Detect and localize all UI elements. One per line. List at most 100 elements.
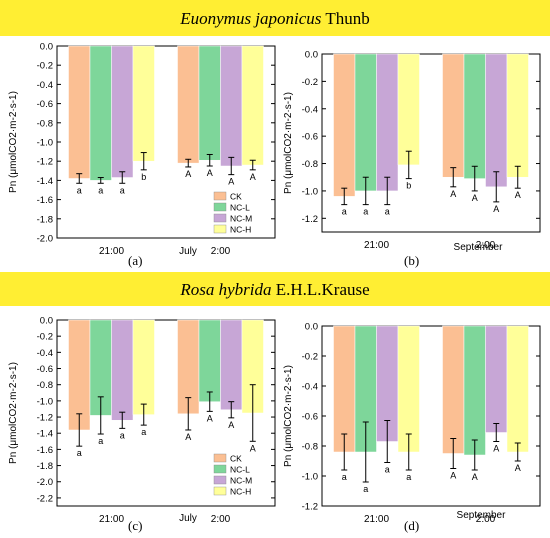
banner-rosa: Rosa hybrida E.H.L.Krause [0, 272, 550, 306]
chart-panel-c: 0.0 -0.2 -0.4 -0.6 -0.8 -1.0 -1.2 -1.4 -1.6 -1.8 -… [8, 316, 276, 525]
y-tick-label: -1.8 [37, 214, 53, 225]
month-label: September [457, 510, 507, 521]
x-category-label: 21:00 [99, 246, 124, 257]
significance-letter: A [185, 169, 191, 179]
y-tick-label: -0.8 [37, 118, 53, 129]
bar [442, 53, 465, 178]
bar [463, 53, 486, 179]
y-tick-label: 0.0 [40, 42, 53, 53]
bar [506, 53, 529, 178]
x-category-label: 2:00 [476, 514, 496, 525]
significance-letter: a [77, 185, 82, 195]
y-axis-label: Pn (μmolCO2·m-2·s-1) [283, 365, 294, 467]
significance-letter: A [515, 190, 521, 200]
legend-swatch [213, 475, 227, 485]
banner-euonymus: Euonymus japonicus Thunb [0, 0, 550, 36]
plot-frame [321, 53, 541, 233]
y-tick-label: -0.8 [37, 380, 53, 391]
bar [177, 45, 200, 164]
bar [354, 53, 377, 192]
panel-label-a: (a) [128, 253, 143, 268]
x-category-label: 2:00 [476, 240, 496, 251]
legend-label: NC-M [230, 214, 252, 224]
y-tick-label: -2.0 [37, 477, 53, 488]
y-tick-label: -1.8 [37, 461, 53, 472]
bar [376, 53, 399, 192]
y-tick-label: -1.2 [302, 502, 318, 513]
significance-letter: a [98, 436, 103, 446]
bar [111, 319, 134, 421]
y-tick-label: -1.0 [37, 396, 53, 407]
x-category-label: 2:00 [211, 246, 231, 257]
significance-letter: A [185, 432, 191, 442]
y-tick-label: -0.6 [37, 364, 53, 375]
legend-label: NC-H [230, 487, 251, 497]
bar [132, 45, 155, 162]
y-tick-label: -2.0 [37, 234, 53, 245]
y-tick-label: -1.2 [37, 157, 53, 168]
y-tick-label: -1.2 [37, 413, 53, 424]
legend-swatch [213, 202, 227, 212]
bar [397, 53, 420, 166]
y-tick-label: 0.0 [305, 50, 318, 61]
legend-label: CK [230, 454, 242, 464]
month-label: July [179, 246, 197, 257]
significance-letter: A [207, 413, 213, 423]
bar [132, 319, 155, 415]
significance-letter: A [493, 204, 499, 214]
y-tick-label: -0.4 [37, 80, 53, 91]
legend-label: CK [230, 192, 242, 202]
y-tick-label: -1.6 [37, 445, 53, 456]
x-category-label: 21:00 [364, 240, 389, 251]
legend-swatch [213, 464, 227, 474]
y-tick-label: -0.6 [302, 412, 318, 423]
y-tick-label: -0.4 [37, 348, 53, 359]
y-tick-label: -0.2 [37, 332, 53, 343]
y-tick-label: -0.4 [302, 382, 318, 393]
significance-letter: A [450, 189, 456, 199]
month-label: July [179, 513, 197, 524]
y-axis-label: Pn (μmolCO2·m-2·s-1) [283, 92, 294, 194]
significance-letter: a [120, 430, 125, 440]
significance-letter: a [342, 207, 347, 217]
y-tick-label: -0.8 [302, 159, 318, 170]
y-tick-label: -0.2 [37, 61, 53, 72]
legend-swatch [213, 191, 227, 201]
legend-label: NC-M [230, 476, 252, 486]
y-tick-label: -0.6 [302, 132, 318, 143]
bar [485, 325, 508, 433]
bar [442, 325, 465, 454]
species-name: Euonymus japonicus [180, 9, 322, 28]
legend-swatch [213, 224, 227, 234]
significance-letter: a [363, 207, 368, 217]
bar [333, 325, 356, 453]
y-tick-label: -1.2 [302, 214, 318, 225]
significance-letter: a [120, 185, 125, 195]
plot-frame [56, 319, 276, 507]
bar [506, 325, 529, 453]
legend-swatch [213, 486, 227, 496]
bar [68, 45, 91, 179]
y-tick-label: -1.4 [37, 429, 53, 440]
panel-label-c: (c) [128, 518, 143, 533]
y-tick-label: 0.0 [40, 316, 53, 327]
y-tick-label: -0.4 [302, 104, 318, 115]
species-name: Rosa hybrida [180, 280, 272, 299]
panel-label-b: (b) [404, 253, 420, 268]
chart-panel-b: 0.0 -0.2 -0.4 -0.6 -0.8 -1.0 -1.2 Pn (μmolCO2·m… [283, 50, 541, 253]
significance-letter: a [406, 472, 411, 482]
significance-letter: a [98, 185, 103, 195]
bar [397, 325, 420, 453]
significance-letter: A [493, 444, 499, 454]
significance-letter: A [250, 443, 256, 453]
bar [89, 45, 112, 181]
bar [333, 53, 356, 197]
species-authority: E.H.L.Krause [271, 280, 370, 299]
chart-panel-d: 0.0 -0.2 -0.4 -0.6 -0.8 -1.0 -1.2 Pn (μmolCO2·m… [283, 322, 541, 525]
significance-letter: a [385, 207, 390, 217]
x-category-label: 21:00 [99, 514, 124, 525]
legend-swatch [213, 213, 227, 223]
x-category-label: 21:00 [364, 514, 389, 525]
legend-swatch [213, 453, 227, 463]
